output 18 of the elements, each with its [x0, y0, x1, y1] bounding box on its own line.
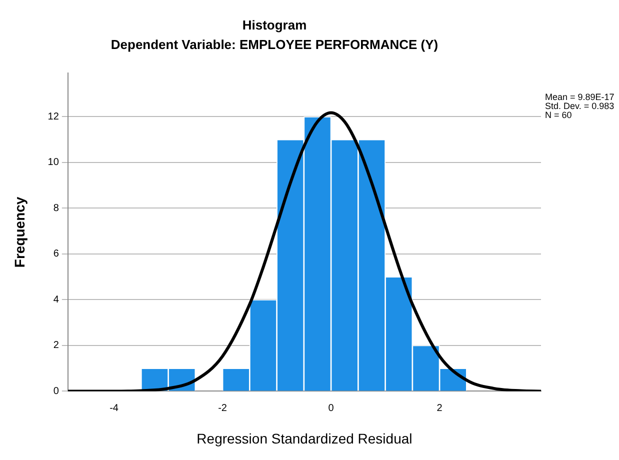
- x-axis-title: Regression Standardized Residual: [196, 430, 412, 446]
- y-tick-label: 10: [48, 157, 60, 168]
- y-axis-title: Frequency: [11, 196, 28, 268]
- y-tick-label: 2: [53, 340, 60, 352]
- text: Mean = 9.89E-17: [545, 92, 614, 102]
- text: N = 60: [545, 110, 572, 120]
- x-tick-label: 0: [328, 402, 334, 414]
- text: Std. Dev. = 0.983: [545, 101, 614, 112]
- x-tick-label: -2: [218, 402, 228, 414]
- y-tick-label: 6: [53, 248, 60, 260]
- x-tick-label: -4: [110, 402, 119, 414]
- chart-subtitle: Dependent Variable: EMPLOYEE PERFORMANCE (Y): [110, 36, 438, 52]
- y-tick-label: 12: [48, 111, 60, 122]
- y-tick-label: 4: [53, 294, 60, 306]
- y-tick-label: 0: [53, 386, 60, 397]
- chart-title: Histogram: [242, 17, 307, 32]
- x-tick-label: 2: [436, 402, 443, 414]
- y-tick-label: 8: [53, 202, 60, 214]
